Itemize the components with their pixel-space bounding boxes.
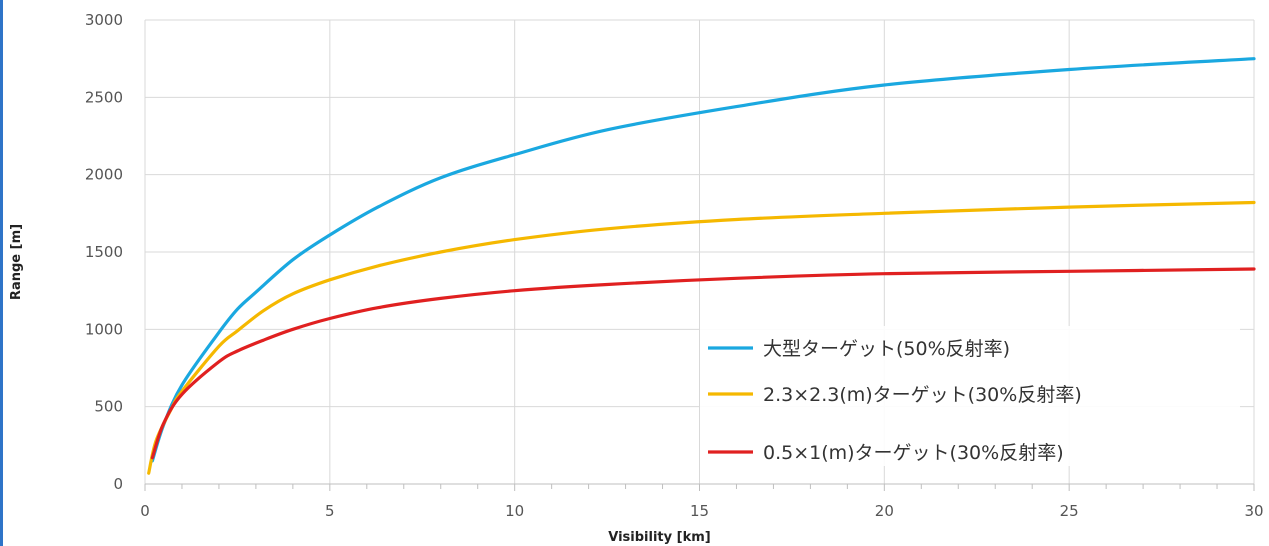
legend-background [700,326,1240,466]
y-axis-title: Range [m] [9,224,24,300]
axes [144,483,1255,491]
tick-labels: 0 500 1000 1500 2000 2500 3000 0 5 10 15 20 25 30 [85,11,1264,520]
series-line-0 [150,57,1256,463]
y-tick-label: 2500 [85,88,123,106]
y-tick-label: 0 [113,475,123,493]
x-tick-label: 15 [690,502,709,520]
legend: 大型ターゲット(50%反射率) 2.3×2.3(m)ターゲット(30%反射率) 0.… [700,326,1240,466]
x-tick-label: 25 [1060,502,1079,520]
y-tick-label: 3000 [85,11,123,29]
y-tick-label: 1000 [85,320,123,338]
x-tick-label: 30 [1244,502,1263,520]
legend-label-2: 0.5×1(m)ターゲット(30%反射率) [763,442,1064,464]
frame-edge [0,0,3,546]
x-tick-label: 10 [505,502,524,520]
series-line-1 [147,200,1256,475]
x-tick-label: 0 [140,502,150,520]
x-tick-label: 5 [325,502,335,520]
legend-label-1: 2.3×2.3(m)ターゲット(30%反射率) [763,384,1082,406]
legend-label-0: 大型ターゲット(50%反射率) [763,338,1010,360]
y-tick-label: 1500 [85,243,123,261]
y-tick-label: 500 [94,398,123,416]
series-line-2 [150,267,1256,460]
y-tick-label: 2000 [85,166,123,184]
x-axis-title: Visibility [km] [608,530,710,545]
x-tick-label: 20 [875,502,894,520]
data-series [147,57,1256,475]
